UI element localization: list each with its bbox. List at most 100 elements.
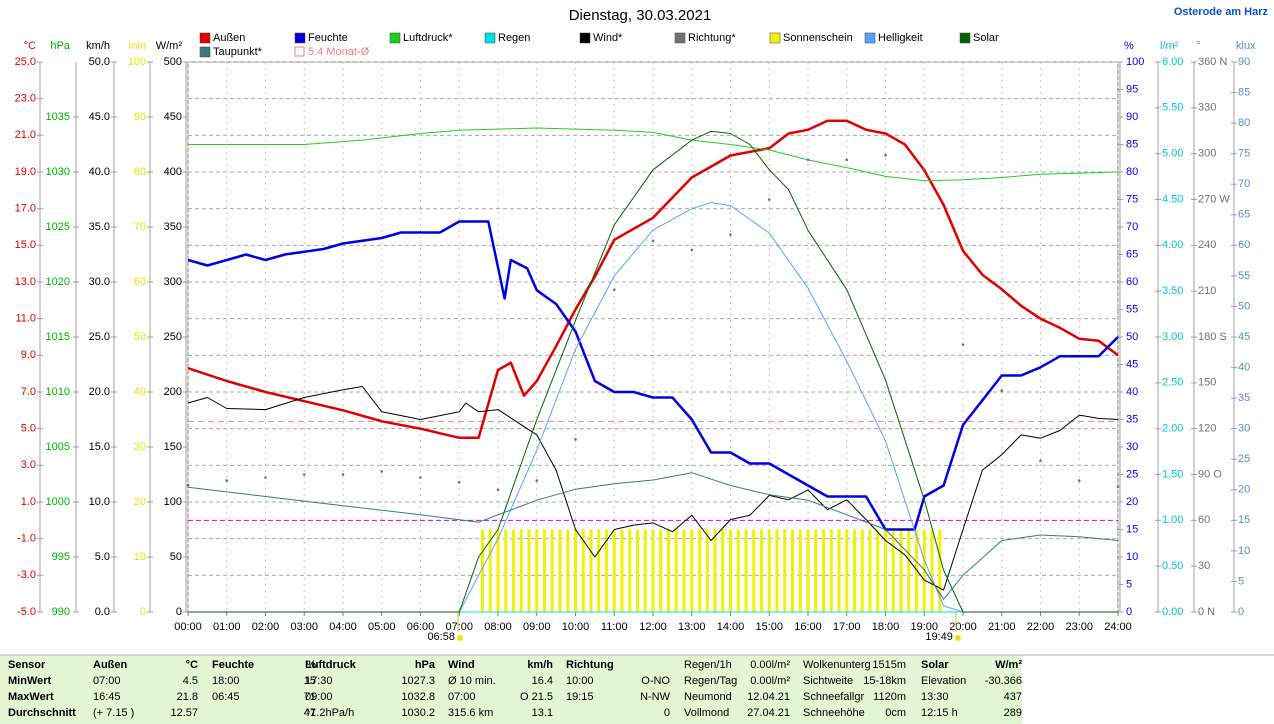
series-bar: [620, 529, 624, 612]
legend-swatch: [199, 32, 211, 44]
x-tick-label: 04:00: [329, 621, 357, 633]
y-tick-label: 90 O: [1198, 468, 1222, 480]
legend-label: Taupunkt*: [213, 46, 263, 58]
sunrise-label: 06:58: [427, 631, 455, 643]
x-tick-label: 02:00: [252, 621, 280, 633]
x-tick-label: 15:00: [755, 621, 783, 633]
series-dot: [612, 288, 616, 291]
y-tick-label: 90: [1126, 111, 1138, 123]
series-line: [187, 119, 1119, 440]
table-cell: -30.366: [985, 675, 1022, 687]
y-tick-label: 10.0: [89, 496, 110, 508]
series-line: [188, 127, 1119, 182]
series-bar: [558, 529, 562, 612]
y-tick-label: 100: [128, 56, 146, 68]
legend-label: Solar: [973, 32, 999, 44]
x-tick-label: 21:00: [988, 621, 1016, 633]
series-bar: [876, 529, 880, 612]
location: Osterode am Harz: [1174, 6, 1269, 18]
series-bar: [822, 529, 825, 612]
series-bar: [682, 529, 686, 612]
y-tick-label: 0.00: [1162, 606, 1183, 618]
series-bar: [481, 529, 484, 612]
table-cell: 13.1: [532, 707, 553, 719]
table-cell: hPa: [415, 659, 436, 671]
y-tick-label: 240: [1198, 239, 1216, 251]
sun-icon: [954, 635, 961, 641]
series-bar: [767, 529, 771, 612]
y-tick-label: 20: [1238, 484, 1250, 496]
y-tick-label: 180 S: [1198, 331, 1227, 343]
y-tick-label: 60: [1198, 514, 1210, 526]
table-cell: 10:00: [566, 675, 594, 687]
x-tick-label: 01:00: [213, 621, 241, 633]
x-tick-label: 03:00: [290, 621, 318, 633]
series-dot: [186, 483, 190, 487]
series-bar: [752, 529, 756, 612]
table-cell: 12.04.21: [747, 691, 790, 703]
chart-title: Dienstag, 30.03.2021: [569, 7, 712, 24]
series-bar: [550, 529, 554, 612]
series-bar: [884, 529, 887, 612]
y-tick-label: 50: [1126, 331, 1138, 343]
series-bar: [651, 529, 655, 612]
table-cell: Sichtweite: [803, 675, 853, 687]
series-bar: [845, 529, 849, 612]
legend-swatch: [769, 32, 781, 44]
axis-unit: l/m²: [1160, 40, 1179, 52]
y-tick-label: 60: [134, 276, 146, 288]
series-dot: [341, 473, 345, 476]
series-dot: [884, 153, 887, 157]
x-tick-label: 19:00: [910, 621, 938, 633]
series-bar: [512, 529, 515, 612]
table-cell: 437: [1004, 691, 1022, 703]
table-cell: Sensor: [8, 659, 46, 671]
series-bar: [496, 529, 500, 612]
table-cell: Vollmond: [684, 707, 729, 719]
table-cell: 16.4: [532, 675, 553, 687]
y-tick-label: 25.0: [15, 56, 36, 68]
x-tick-label: 23:00: [1065, 621, 1093, 633]
table-cell: 0cm: [885, 707, 906, 719]
x-tick-label: 00:00: [174, 621, 202, 633]
y-tick-label: 0.0: [95, 606, 110, 618]
table-cell: 1027.3: [401, 675, 435, 687]
series-bar: [597, 529, 601, 612]
table-cell: 06:45: [212, 691, 240, 703]
series-bar: [791, 529, 794, 612]
y-tick-label: 50.0: [89, 56, 110, 68]
y-tick-label: 60: [1126, 276, 1138, 288]
x-tick-label: 18:00: [872, 621, 900, 633]
table-cell: Außen: [93, 659, 128, 671]
series-dot: [302, 473, 306, 476]
series-bar: [612, 529, 616, 612]
y-tick-label: 6.00: [1162, 56, 1183, 68]
table-cell: 1515m: [872, 659, 906, 671]
table-cell: 0.00l/m²: [750, 675, 790, 687]
y-tick-label: 250: [164, 331, 182, 343]
legend-label: Luftdruck*: [403, 32, 453, 44]
series-line: [188, 130, 1118, 613]
y-tick-label: 0.50: [1162, 560, 1183, 572]
table-cell: 27.04.21: [747, 707, 790, 719]
series-line: [187, 220, 1119, 531]
series-bar: [853, 529, 856, 612]
table-cell: Wind: [448, 659, 475, 671]
series-dot: [729, 233, 732, 236]
series-dot: [264, 476, 267, 479]
series-dot: [1116, 485, 1120, 489]
series-dot: [1077, 479, 1081, 482]
y-tick-label: 2.00: [1162, 423, 1183, 435]
legend-swatch: [484, 32, 496, 44]
series-dot: [496, 488, 500, 492]
table-cell: Elevation: [921, 675, 966, 687]
axis-unit: %: [1124, 40, 1134, 52]
y-tick-label: 4.00: [1162, 239, 1183, 251]
series-bar: [690, 529, 694, 612]
y-tick-label: 15: [1126, 523, 1138, 535]
series-bar: [744, 529, 748, 612]
y-tick-label: 4.50: [1162, 193, 1183, 205]
table-cell: 47: [304, 707, 316, 719]
table-cell: 1032.8: [401, 691, 435, 703]
table-cell: Regen/Tag: [684, 675, 737, 687]
